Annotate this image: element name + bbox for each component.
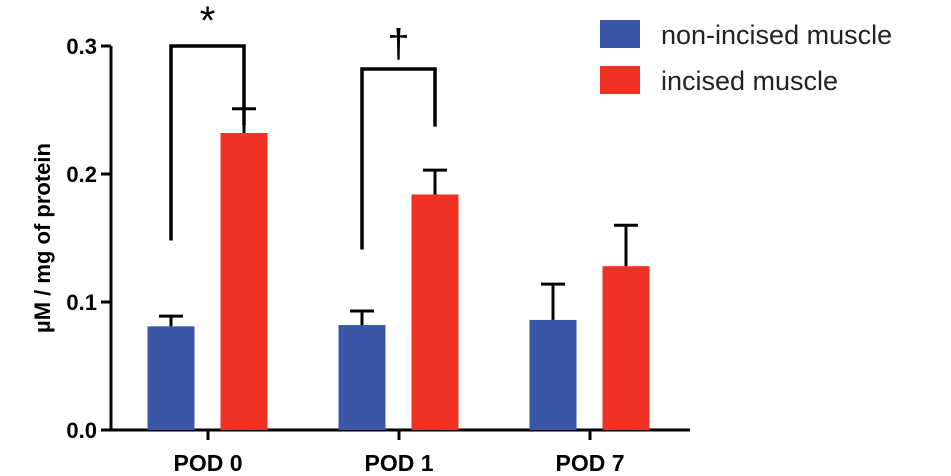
x-tick-label: POD 0 bbox=[173, 450, 242, 476]
bar bbox=[411, 194, 459, 430]
legend-label: incised muscle bbox=[661, 66, 838, 96]
legend-label: non-incised muscle bbox=[661, 20, 892, 50]
bar bbox=[529, 319, 577, 430]
plot-area: 0.0 0.1 0.2 0.3 POD 0 POD 1 POD 7 * † bbox=[66, 0, 690, 476]
y-axis-title: µM / mg of protein bbox=[30, 143, 55, 333]
legend-swatch bbox=[600, 20, 640, 48]
y-tick-label: 0.0 bbox=[66, 418, 97, 443]
bar bbox=[338, 325, 386, 430]
significance-marker: * bbox=[200, 0, 216, 43]
y-tick-label: 0.2 bbox=[66, 162, 97, 187]
legend: non-incised muscle incised muscle bbox=[600, 20, 892, 96]
significance-bracket bbox=[169, 44, 246, 241]
bar bbox=[147, 326, 195, 430]
significance-marker: † bbox=[387, 22, 409, 66]
legend-swatch bbox=[600, 66, 640, 94]
y-tick-label: 0.3 bbox=[66, 34, 97, 59]
x-tick-label: POD 1 bbox=[364, 450, 433, 476]
x-tick-label: POD 7 bbox=[555, 450, 624, 476]
bar bbox=[602, 266, 650, 430]
significance-bracket bbox=[360, 67, 437, 250]
y-tick-label: 0.1 bbox=[66, 290, 97, 315]
bar bbox=[220, 133, 268, 431]
